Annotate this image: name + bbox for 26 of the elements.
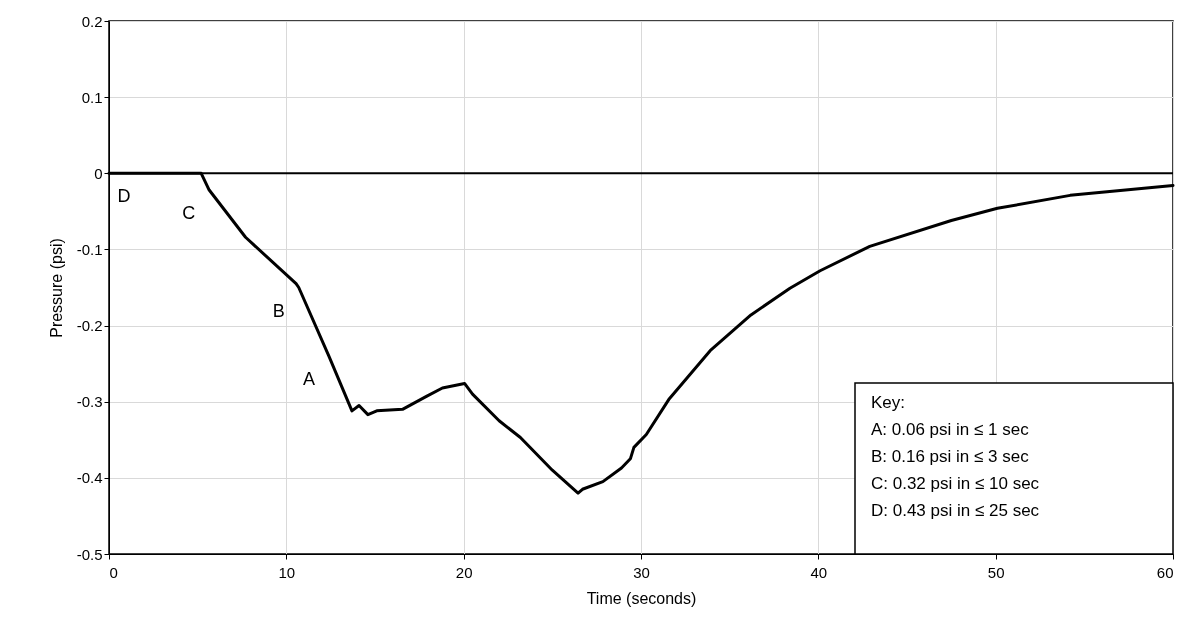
y-tick-label: -0.2 — [76, 317, 103, 335]
y-axis-title: Pressure (psi) — [47, 238, 65, 338]
x-tick-label: 40 — [810, 563, 828, 581]
y-tick-label: -0.1 — [76, 240, 103, 258]
annotation: C: 0.32 psi in ≤ 10 sec — [871, 474, 1040, 493]
annotation: A: 0.06 psi in ≤ 1 sec — [871, 420, 1030, 439]
y-tick-label: 0.1 — [81, 88, 103, 106]
y-tick-label: -0.3 — [76, 393, 103, 411]
x-tick-label: 50 — [987, 563, 1005, 581]
y-tick-label: 0 — [94, 164, 103, 182]
x-tick-label: 0 — [109, 563, 118, 581]
y-tick-label: -0.4 — [76, 469, 103, 487]
y-tick-label: 0.2 — [81, 12, 103, 30]
annotation: Key: — [871, 393, 906, 412]
x-axis-title: Time (seconds) — [586, 589, 697, 607]
x-tick-label: 10 — [278, 563, 296, 581]
annotation: A — [302, 369, 315, 390]
annotation: D: 0.43 psi in ≤ 25 sec — [871, 501, 1040, 520]
annotation: C — [182, 203, 196, 224]
annotation: B: 0.16 psi in ≤ 3 sec — [871, 447, 1030, 466]
y-tick-label: -0.5 — [76, 545, 103, 563]
x-tick-label: 20 — [455, 563, 473, 581]
annotation: B — [272, 300, 285, 321]
annotation: D — [117, 186, 131, 207]
x-tick-label: 30 — [633, 563, 650, 581]
x-tick-label: 60 — [1156, 563, 1174, 581]
